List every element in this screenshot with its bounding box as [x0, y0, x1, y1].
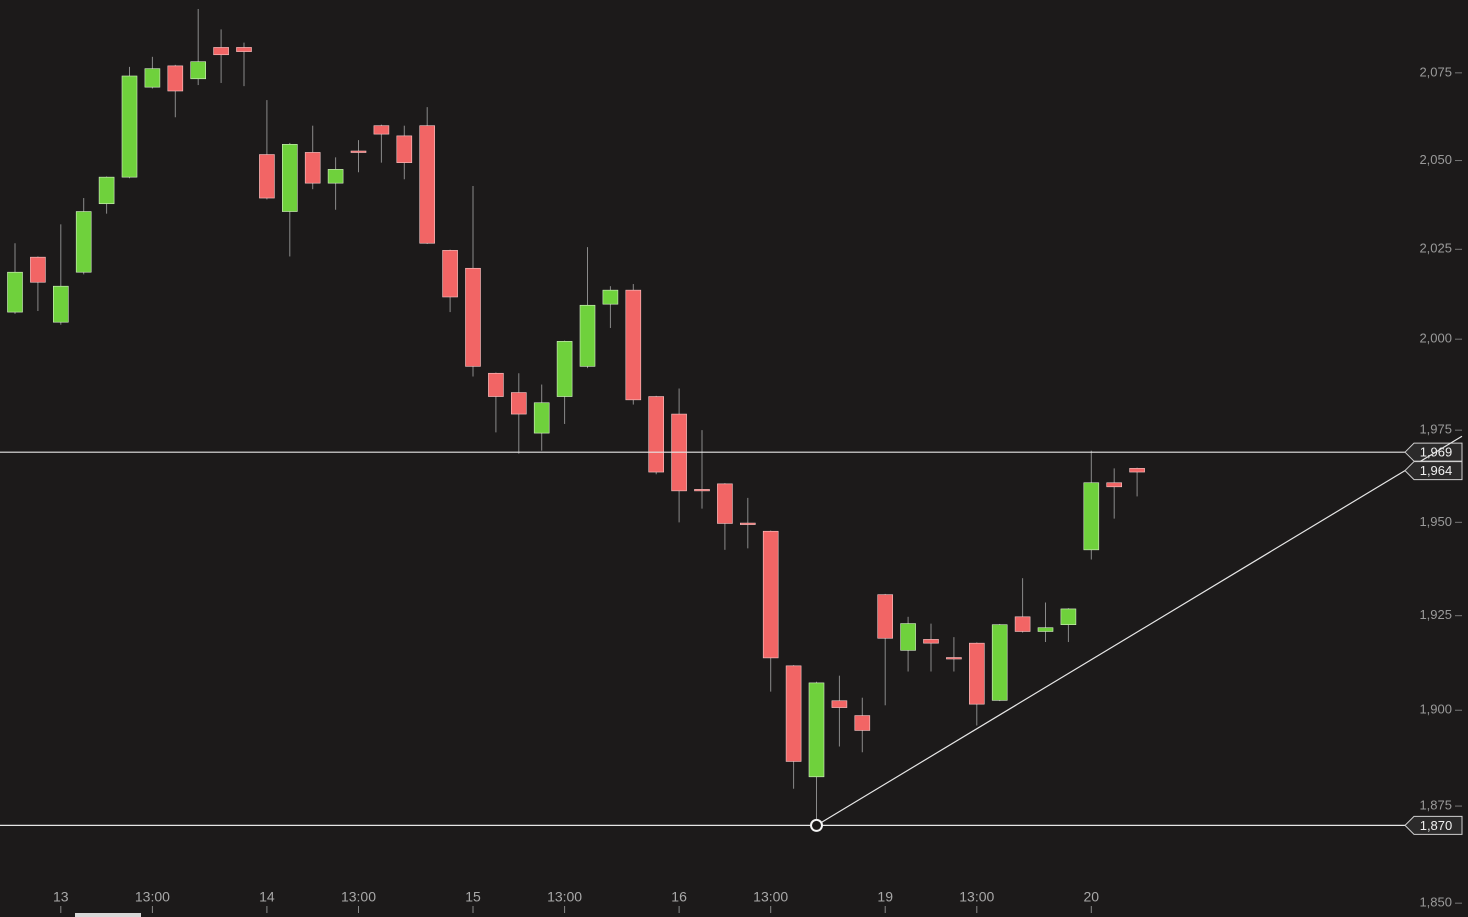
candle-body — [373, 125, 390, 135]
y-tick-label: 2,000 — [1419, 331, 1452, 346]
candle-body — [877, 594, 894, 639]
y-tick-label: 1,925 — [1419, 607, 1452, 622]
x-tick-label: 13:00 — [547, 889, 582, 905]
candle-body — [1129, 468, 1145, 473]
level-tag — [1404, 442, 1463, 462]
candle-body — [900, 623, 916, 651]
y-tick-label: 2,025 — [1419, 241, 1452, 256]
x-tick-label: 13:00 — [959, 889, 994, 905]
candle-body — [831, 700, 848, 708]
candle-body — [144, 68, 161, 88]
y-tick-label: 1,900 — [1419, 702, 1452, 717]
level-label: 1,870 — [1420, 818, 1453, 833]
y-tick-label: 1,975 — [1419, 422, 1452, 437]
candle-body — [98, 176, 115, 205]
candle-body — [465, 267, 481, 367]
candle-body — [1060, 608, 1077, 626]
x-tick-label: 14 — [259, 889, 275, 905]
candle-body — [739, 522, 756, 525]
candle-body — [259, 154, 275, 199]
candle-body — [625, 289, 642, 401]
x-tick-label: 19 — [877, 889, 893, 905]
candle-body — [602, 289, 619, 305]
scrollbar[interactable] — [75, 913, 141, 917]
candle-body — [167, 65, 184, 92]
candle-body — [991, 624, 1008, 701]
candle-body — [1083, 482, 1100, 551]
candle-body — [648, 396, 665, 473]
x-tick-label: 20 — [1084, 889, 1100, 905]
x-tick-label: 16 — [671, 889, 687, 905]
candle-body — [717, 483, 733, 524]
candle-body — [1014, 616, 1031, 632]
x-tick-label: 13:00 — [753, 889, 788, 905]
candle-body — [75, 211, 92, 273]
y-tick-label: 1,875 — [1419, 798, 1452, 813]
candle-body — [1037, 627, 1054, 632]
candle-body — [281, 144, 298, 212]
candle-body — [327, 169, 344, 184]
candle-body — [213, 47, 229, 56]
candle-body — [854, 715, 871, 731]
candle-body — [121, 75, 138, 178]
trendline-tag — [1404, 461, 1463, 481]
y-tick-label: 2,050 — [1419, 152, 1452, 167]
candle-body — [510, 392, 527, 415]
candle-body — [556, 341, 573, 397]
y-tick-label: 2,075 — [1419, 64, 1452, 79]
candle-body — [52, 285, 69, 323]
candle-body — [808, 682, 825, 778]
candle-body — [968, 642, 985, 705]
candle-body — [785, 665, 802, 762]
candle-body — [190, 61, 206, 80]
candle-body — [304, 152, 321, 184]
x-tick-label: 13 — [53, 889, 69, 905]
candle-body — [350, 150, 367, 153]
x-tick-label: 13:00 — [341, 889, 376, 905]
trendline-label: 1,964 — [1420, 463, 1453, 478]
candle-body — [396, 135, 413, 163]
candle-body — [533, 402, 550, 434]
candle-body — [488, 372, 504, 397]
candle-body — [923, 639, 939, 644]
candle-body — [30, 256, 46, 283]
candle-body — [7, 271, 23, 313]
x-tick-label: 13:00 — [135, 889, 170, 905]
candle-body — [236, 47, 252, 52]
candle-body — [694, 489, 710, 492]
trendline-anchor — [810, 818, 823, 832]
trendline — [816, 435, 1463, 826]
y-tick-label: 1,950 — [1419, 514, 1452, 529]
candle-body — [1106, 482, 1122, 488]
candle-body — [419, 125, 436, 244]
candle-body — [442, 250, 458, 298]
y-tick-label: 1,850 — [1419, 895, 1452, 910]
level-tag — [1404, 815, 1463, 835]
x-tick-label: 15 — [465, 889, 481, 905]
candle-body — [579, 304, 596, 367]
candle-body — [762, 530, 779, 659]
candle-body — [946, 657, 962, 660]
